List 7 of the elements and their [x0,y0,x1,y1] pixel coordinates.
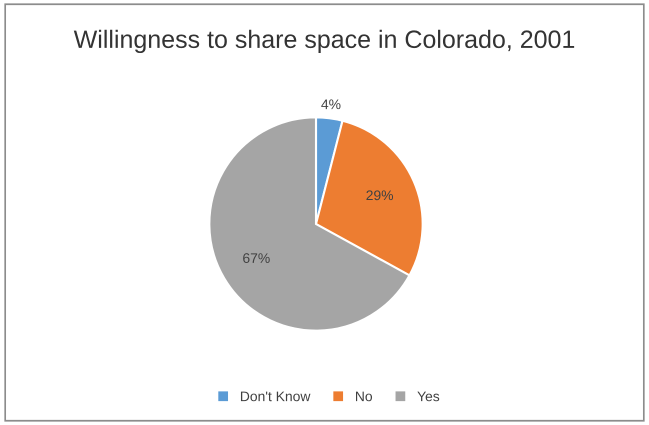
legend-label: No [356,392,372,402]
legend-label: Yes [417,392,440,402]
data-label: 67% [243,253,270,264]
chart-title: Willingness to share space in Colorado, 2001 [74,30,574,54]
data-label: 29% [366,190,394,200]
legend-label: Don't Know [240,392,310,402]
data-label: 4% [321,99,341,110]
